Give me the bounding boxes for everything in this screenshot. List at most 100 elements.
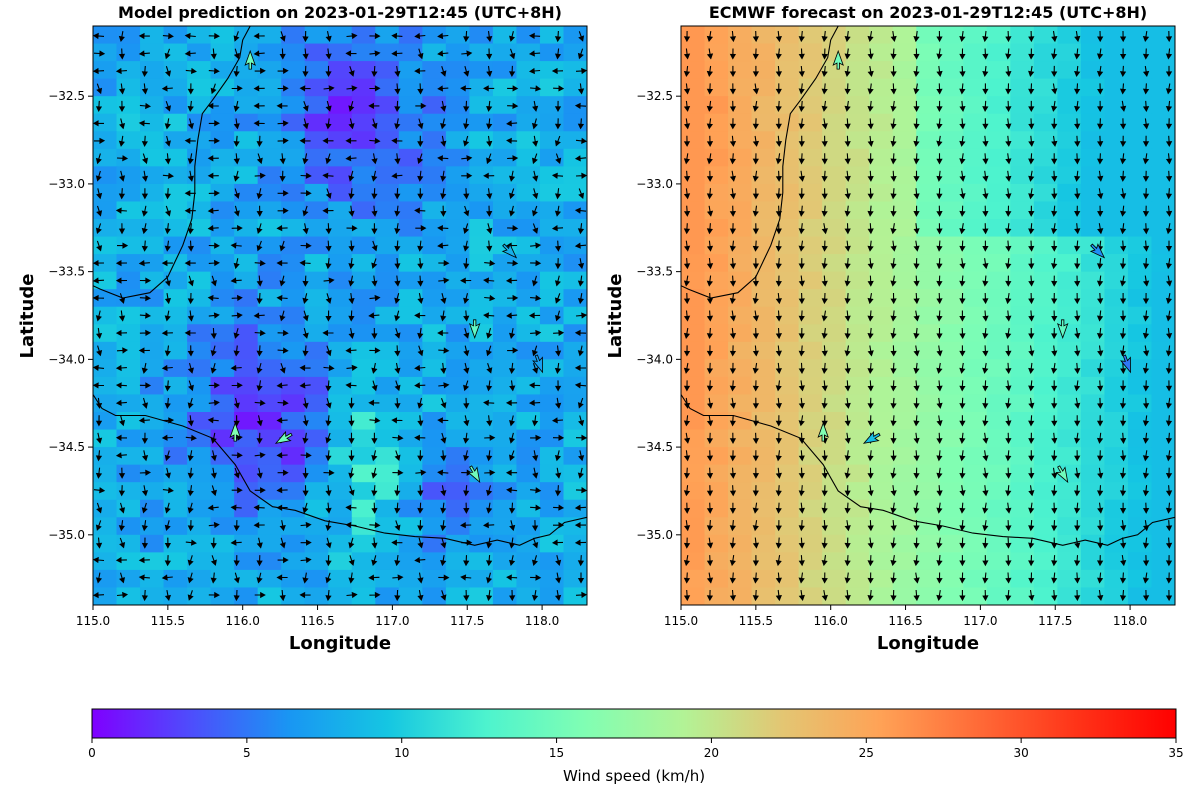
field-cell: [728, 219, 753, 238]
field-cell: [163, 306, 188, 325]
field-cell: [728, 236, 753, 255]
wind-vector: [1028, 118, 1035, 130]
field-cell: [728, 464, 753, 483]
wind-vector: [187, 345, 194, 357]
wind-vector: [345, 50, 357, 57]
field-cell: [422, 219, 447, 238]
field-cell: [304, 289, 329, 308]
wind-vector: [207, 172, 219, 179]
field-cell: [469, 447, 494, 466]
wind-vector: [554, 485, 562, 497]
wind-vector: [554, 590, 562, 602]
field-cell: [892, 26, 917, 45]
wind-vector: [486, 31, 493, 43]
wind-vector: [1165, 188, 1173, 200]
wind-vector: [348, 310, 355, 322]
wind-vector: [208, 120, 220, 127]
field-cell: [1010, 376, 1035, 396]
field-cell: [1080, 113, 1106, 132]
field-cell: [469, 517, 494, 536]
field-cell: [704, 254, 729, 273]
field-cell: [939, 271, 964, 290]
wind-vector: [1074, 432, 1081, 444]
field-cell: [916, 412, 941, 431]
wind-vector: [532, 363, 539, 374]
wind-vector: [1165, 30, 1173, 43]
field-cell: [939, 289, 964, 308]
field-cell: [822, 429, 847, 448]
wind-vector: [414, 312, 426, 319]
field-cell: [539, 78, 565, 97]
field-cell: [986, 517, 1011, 536]
wind-vector: [913, 415, 920, 427]
field-cell: [422, 394, 447, 413]
wind-vector: [775, 450, 782, 462]
field-cell: [775, 569, 800, 589]
wind-vector: [729, 170, 737, 182]
field-cell: [375, 429, 400, 448]
wind-vector: [233, 188, 240, 199]
field-cell: [492, 131, 518, 150]
wind-vector: [530, 259, 542, 267]
field-cell: [257, 78, 282, 97]
field-cell: [892, 376, 917, 396]
x-axis-label: Longitude: [877, 633, 979, 654]
wind-vector: [844, 100, 851, 112]
wind-vector: [302, 327, 309, 339]
wind-vector: [959, 83, 966, 95]
wind-vector: [775, 223, 782, 235]
field-cell: [257, 26, 282, 45]
field-cell: [798, 254, 823, 273]
wind-vector: [1073, 555, 1081, 567]
wind-vector: [1074, 118, 1081, 130]
wind-vector: [982, 520, 989, 532]
field-cell: [116, 534, 141, 553]
field-cell: [257, 569, 282, 589]
wind-vector: [844, 502, 851, 514]
wind-vector: [162, 172, 174, 179]
field-cell: [281, 341, 306, 360]
wind-vector: [231, 294, 243, 302]
wind-vector: [486, 118, 493, 130]
field-cell: [187, 517, 212, 536]
wind-vector: [207, 102, 219, 110]
wind-vector: [348, 485, 355, 496]
wind-vector: [844, 397, 851, 409]
wind-vector: [394, 100, 401, 113]
wind-vector: [1142, 205, 1150, 217]
wind-vector: [890, 188, 897, 200]
wind-vector: [913, 223, 920, 235]
field-cell: [375, 201, 400, 220]
wind-vector: [844, 467, 851, 479]
station-arrow-shape: [1089, 243, 1106, 259]
wind-vector: [1028, 555, 1035, 567]
wind-vector: [890, 555, 897, 567]
wind-vector: [798, 485, 805, 497]
field-cell: [1104, 306, 1129, 325]
field-cell: [822, 394, 847, 413]
wind-vector: [417, 397, 424, 409]
wind-vector: [1028, 467, 1035, 479]
station-arrow: [501, 243, 518, 259]
wind-vector: [371, 258, 378, 269]
wind-vector: [867, 31, 874, 43]
field-cell: [986, 254, 1011, 273]
field-cell: [116, 499, 141, 518]
wind-vector: [486, 48, 493, 60]
field-cell: [681, 429, 706, 448]
field-cell: [304, 183, 329, 203]
wind-vector: [775, 135, 782, 147]
wind-vector: [302, 275, 309, 287]
field-cell: [375, 166, 400, 185]
field-cell: [822, 271, 847, 290]
wind-vector: [440, 450, 447, 462]
wind-vector: [256, 432, 263, 444]
field-cell: [563, 148, 587, 167]
field-cell: [210, 324, 235, 343]
field-cell: [892, 552, 917, 571]
wind-vector: [913, 502, 920, 514]
field-cell: [939, 517, 964, 536]
field-cell: [892, 324, 917, 343]
field-cell: [163, 482, 188, 501]
field-cell: [986, 113, 1011, 132]
